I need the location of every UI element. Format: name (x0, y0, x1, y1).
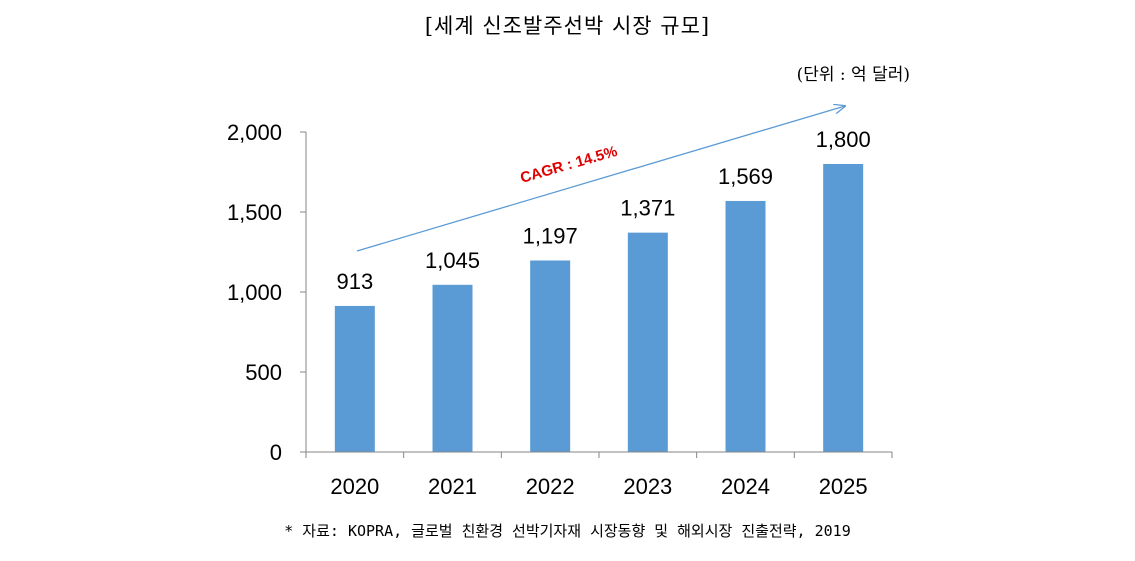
bar-2025 (823, 164, 864, 452)
x-tick-label: 2022 (526, 474, 575, 499)
bar-2023 (627, 232, 668, 452)
y-tick-label: 500 (245, 360, 282, 385)
y-tick-label: 1,000 (227, 280, 282, 305)
bar-2024 (725, 200, 766, 452)
x-axis-ticks: 2020 2021 2022 2023 2024 2025 (305, 452, 893, 499)
bar-2022 (530, 260, 571, 452)
data-label-2020: 913 (336, 269, 373, 294)
x-tick-label: 2020 (330, 474, 379, 499)
y-tick-label: 2,000 (227, 120, 282, 145)
bar-2021 (432, 284, 473, 452)
y-tick-label: 0 (270, 440, 282, 465)
source-note: * 자료: KOPRA, 글로벌 친환경 선박기자재 시장동향 및 해외시장 진… (284, 522, 851, 540)
data-label-2023: 1,371 (620, 196, 675, 221)
bar-2020 (334, 305, 375, 452)
x-tick-label: 2021 (428, 474, 477, 499)
data-label-2022: 1,197 (523, 223, 578, 248)
x-tick-label: 2025 (819, 474, 868, 499)
unit-label: (단위 : 억 달러) (796, 65, 910, 85)
cagr-arrow (356, 106, 845, 252)
bars-layer (334, 164, 864, 452)
cagr-annotation: CAGR : 14.5% (518, 143, 619, 187)
chart-title: [세계 신조발주선박 시장 규모] (424, 14, 711, 38)
data-label-2021: 1,045 (425, 248, 480, 273)
x-tick-label: 2023 (623, 474, 672, 499)
y-axis-ticks: 0 500 1,000 1,500 2,000 (227, 120, 306, 465)
data-label-2024: 1,569 (718, 164, 773, 189)
x-tick-label: 2024 (721, 474, 770, 499)
data-label-2025: 1,800 (816, 127, 871, 152)
data-labels: 913 1,045 1,197 1,371 1,569 1,800 (336, 127, 870, 294)
y-tick-label: 1,500 (227, 200, 282, 225)
